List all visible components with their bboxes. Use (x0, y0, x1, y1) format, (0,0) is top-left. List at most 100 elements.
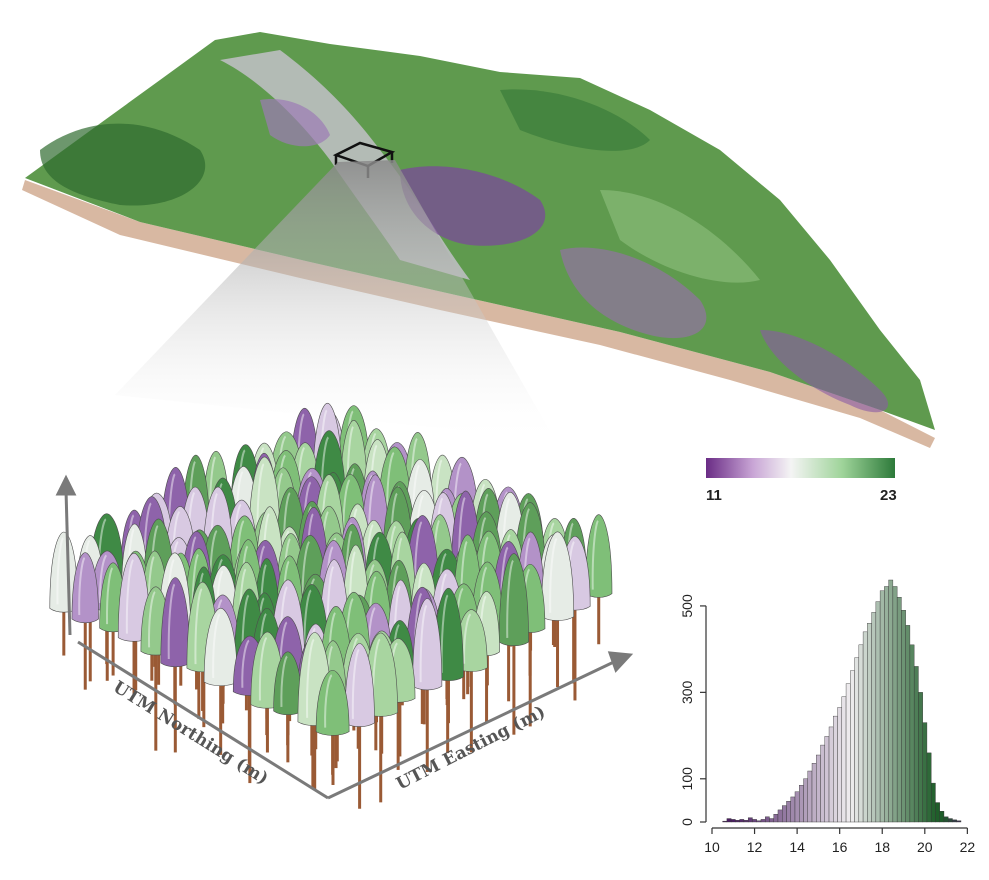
histogram-bar (722, 820, 728, 823)
histogram-bar (828, 726, 834, 823)
tree-highlight (506, 559, 515, 638)
tree (412, 598, 443, 772)
tree-stem (132, 637, 136, 696)
y-axis-3d (55, 474, 77, 636)
histogram-bar (871, 612, 877, 823)
tree-stem (62, 608, 66, 656)
tree-highlight (106, 567, 114, 625)
histogram-bar (726, 818, 732, 823)
histogram-bar (956, 820, 962, 823)
histogram-bar (811, 763, 817, 823)
tree-stem (88, 597, 92, 682)
tree-highlight (324, 674, 333, 728)
colorbar-gradient (706, 458, 895, 478)
histogram-bar (824, 736, 830, 823)
tree (117, 552, 151, 696)
histogram-bar (858, 644, 864, 823)
tree-stem (221, 657, 225, 724)
tree-highlight (148, 591, 156, 648)
histogram-bar (930, 782, 936, 823)
tree-stem (425, 686, 429, 772)
histogram-bar (922, 722, 928, 823)
tree-crown (498, 553, 529, 647)
tree-stem (420, 668, 424, 724)
histogram-bar (807, 770, 813, 823)
histogram-bar (888, 579, 894, 823)
tree-stem (111, 628, 115, 676)
histogram-bar (952, 819, 957, 823)
tree (541, 531, 575, 688)
tree-highlight (125, 559, 135, 634)
tree-crown (315, 669, 350, 736)
histogram-bar (765, 816, 770, 823)
tree-stem (331, 731, 335, 775)
y-tick-label: 300 (679, 680, 695, 704)
histogram-bar (935, 802, 940, 823)
histogram-bar (926, 752, 932, 823)
tree (498, 553, 529, 735)
histogram-bar (939, 811, 945, 823)
tree-crown (412, 598, 443, 691)
y-tick-label: 0 (679, 818, 695, 826)
histogram-bar (867, 623, 872, 823)
tree-stem (379, 712, 383, 803)
tree-stem (173, 663, 177, 753)
tree-highlight (306, 638, 315, 718)
tree-stem (597, 593, 601, 645)
tree (585, 514, 613, 645)
terrain-lightgreen-patch (600, 190, 760, 283)
tree-stem (446, 676, 450, 724)
tree (49, 531, 79, 656)
histogram-bar (803, 778, 808, 823)
histogram-y-axis: 0 100 300 500 (679, 594, 707, 826)
histogram-bar (892, 586, 898, 823)
histogram: 10 12 14 16 18 20 22 0 100 300 500 (679, 579, 976, 855)
tree (160, 577, 191, 753)
terrain-purple-patch-2 (560, 247, 707, 339)
tree-crown (71, 552, 99, 624)
x-tick-label: 12 (747, 839, 763, 855)
histogram-bar (730, 819, 736, 823)
tree-stem (358, 722, 362, 809)
histogram-bar (862, 631, 868, 823)
base-axes-3d (77, 640, 634, 800)
histogram-bar (875, 601, 881, 823)
y-tick-label: 500 (679, 594, 695, 618)
histogram-bar (845, 683, 851, 823)
tree-stem (219, 681, 223, 755)
tree-highlight (78, 557, 86, 616)
colorbar-max-label: 23 (880, 487, 897, 504)
tree-highlight (212, 613, 221, 679)
terrain-purple-patch-1 (400, 166, 546, 246)
histogram-bar (901, 610, 906, 823)
x-tick-label: 22 (960, 839, 976, 855)
histogram-bar (943, 816, 949, 823)
histogram-bar (913, 666, 919, 823)
histogram-bar (777, 809, 783, 823)
terrain-darkgreen-patch-2 (500, 89, 650, 151)
x-tick-label: 18 (874, 839, 890, 855)
x-tick-label: 20 (917, 839, 933, 855)
histogram-bar (769, 818, 774, 823)
tree-stem (573, 606, 577, 701)
tree-plot-3d: UTM Easting (m) UTM Northing (m) (49, 402, 634, 809)
tree-stem (469, 667, 473, 753)
tree-stem (154, 651, 158, 751)
x-tick-label: 14 (789, 839, 805, 855)
tree-stem (313, 721, 317, 790)
histogram-bar (799, 785, 804, 823)
tree-stem (248, 691, 252, 784)
tree-stem (83, 619, 87, 690)
histogram-bar (782, 805, 787, 823)
tree-crown (585, 514, 613, 598)
histogram-bar (760, 819, 766, 823)
x-tick-label: 10 (704, 839, 720, 855)
histogram-bar (896, 597, 902, 823)
tree-stem (265, 704, 269, 753)
histogram-x-axis: 10 12 14 16 18 20 22 (704, 827, 976, 855)
tree-highlight (56, 537, 64, 605)
tree (71, 552, 99, 690)
x-tick-label: 16 (832, 839, 848, 855)
tree-crown (273, 651, 303, 715)
